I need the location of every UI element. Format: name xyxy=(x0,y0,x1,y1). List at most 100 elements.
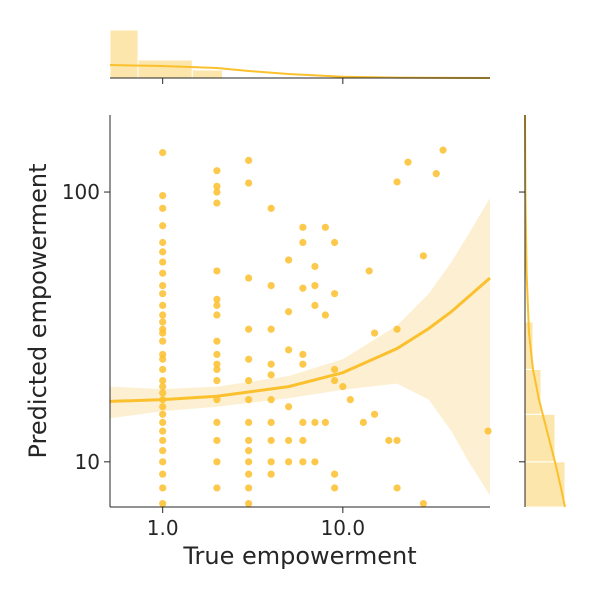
x-axis-label: True empowerment xyxy=(182,542,416,570)
point xyxy=(159,258,167,266)
y-tick-label: 100 xyxy=(62,180,100,204)
histogram-bar xyxy=(524,413,556,463)
point xyxy=(267,418,275,426)
point xyxy=(385,436,393,445)
point xyxy=(245,458,253,466)
point xyxy=(393,178,401,186)
point xyxy=(159,329,167,337)
point xyxy=(299,350,307,359)
point xyxy=(159,458,167,466)
point xyxy=(311,458,319,466)
point xyxy=(285,403,293,411)
point xyxy=(299,223,307,231)
point xyxy=(213,360,221,368)
point xyxy=(311,301,319,310)
point xyxy=(299,418,307,426)
point xyxy=(159,204,167,212)
point xyxy=(213,458,221,466)
point xyxy=(213,295,221,303)
point xyxy=(213,484,221,492)
point xyxy=(267,396,275,404)
point xyxy=(299,238,307,247)
point xyxy=(330,290,339,298)
point xyxy=(213,301,221,310)
point xyxy=(330,238,339,247)
point xyxy=(159,290,167,298)
point xyxy=(245,436,253,445)
point xyxy=(245,396,253,404)
point xyxy=(159,355,167,363)
point xyxy=(159,427,167,435)
y-tick-label: 10 xyxy=(75,450,100,474)
point xyxy=(267,325,275,333)
point xyxy=(346,396,354,404)
point xyxy=(267,360,275,368)
point xyxy=(159,389,167,397)
point xyxy=(267,281,275,290)
point xyxy=(267,436,275,445)
point xyxy=(330,484,339,492)
point xyxy=(432,170,440,178)
point xyxy=(299,458,307,466)
point xyxy=(285,308,293,316)
point xyxy=(159,311,167,319)
point xyxy=(299,436,307,445)
point xyxy=(213,311,221,319)
point xyxy=(159,238,167,247)
point xyxy=(245,484,253,492)
point xyxy=(330,470,339,478)
point xyxy=(404,158,412,166)
point xyxy=(359,418,367,426)
point xyxy=(159,269,167,277)
point xyxy=(213,365,221,374)
point xyxy=(159,248,167,256)
point xyxy=(245,500,253,508)
point xyxy=(213,167,221,175)
point xyxy=(299,360,307,368)
point xyxy=(393,325,401,333)
histogram-bar xyxy=(137,59,193,79)
point xyxy=(213,337,221,345)
x-tick-label: 10.0 xyxy=(321,516,366,540)
point xyxy=(159,470,167,478)
point xyxy=(311,281,319,290)
point xyxy=(321,311,329,319)
point xyxy=(245,418,253,426)
point xyxy=(213,182,221,190)
point xyxy=(245,325,253,333)
point xyxy=(267,371,275,379)
point xyxy=(159,337,167,345)
point xyxy=(267,470,275,478)
regression-line xyxy=(109,276,491,403)
point xyxy=(213,267,221,275)
point xyxy=(393,436,401,445)
point xyxy=(311,262,319,271)
confidence-band xyxy=(110,198,490,496)
point xyxy=(285,346,293,354)
point xyxy=(285,256,293,264)
point xyxy=(484,427,492,435)
point xyxy=(285,458,293,466)
point xyxy=(159,301,167,310)
point xyxy=(159,365,167,374)
point xyxy=(439,146,447,154)
point xyxy=(419,500,427,508)
point xyxy=(245,274,253,282)
point xyxy=(213,188,221,196)
point xyxy=(213,199,221,207)
point xyxy=(159,383,167,391)
point xyxy=(159,318,167,326)
histogram-bar xyxy=(191,69,224,79)
point xyxy=(267,458,275,466)
point xyxy=(159,436,167,445)
point xyxy=(245,355,253,363)
point xyxy=(419,252,427,260)
point xyxy=(245,179,253,187)
point xyxy=(245,470,253,478)
point xyxy=(321,418,329,426)
point xyxy=(311,418,319,426)
histogram-bar xyxy=(524,368,542,415)
point xyxy=(159,500,167,508)
histogram-bar xyxy=(524,461,566,508)
